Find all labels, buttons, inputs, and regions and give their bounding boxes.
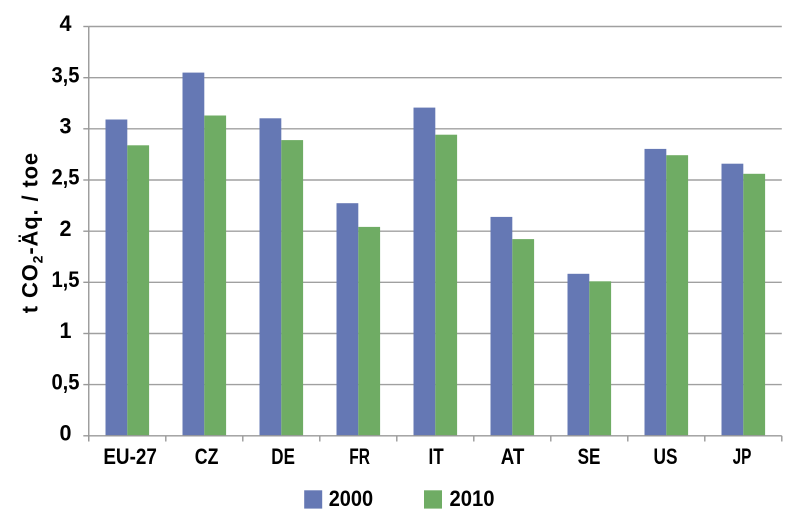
svg-text:JP: JP	[733, 444, 752, 469]
svg-text:2,5: 2,5	[51, 165, 79, 190]
svg-text:2000: 2000	[329, 486, 373, 511]
svg-text:FR: FR	[349, 444, 370, 469]
svg-text:AT: AT	[501, 444, 525, 469]
svg-text:2010: 2010	[450, 486, 495, 511]
svg-text:4: 4	[60, 11, 73, 36]
svg-text:US: US	[654, 444, 678, 469]
svg-text:SE: SE	[578, 444, 601, 469]
svg-text:2: 2	[60, 216, 72, 241]
svg-text:1: 1	[60, 318, 72, 343]
svg-text:t CO2-Äq. / toe: t CO2-Äq. / toe	[17, 153, 45, 313]
svg-text:3,5: 3,5	[51, 62, 79, 87]
svg-text:1,5: 1,5	[51, 267, 79, 292]
svg-text:IT: IT	[429, 444, 445, 469]
svg-text:0: 0	[60, 421, 72, 446]
svg-text:CZ: CZ	[195, 444, 219, 469]
svg-text:0,5: 0,5	[51, 369, 79, 394]
svg-text:EU-27: EU-27	[103, 444, 157, 469]
svg-text:3: 3	[60, 114, 72, 139]
svg-text:DE: DE	[271, 444, 295, 469]
